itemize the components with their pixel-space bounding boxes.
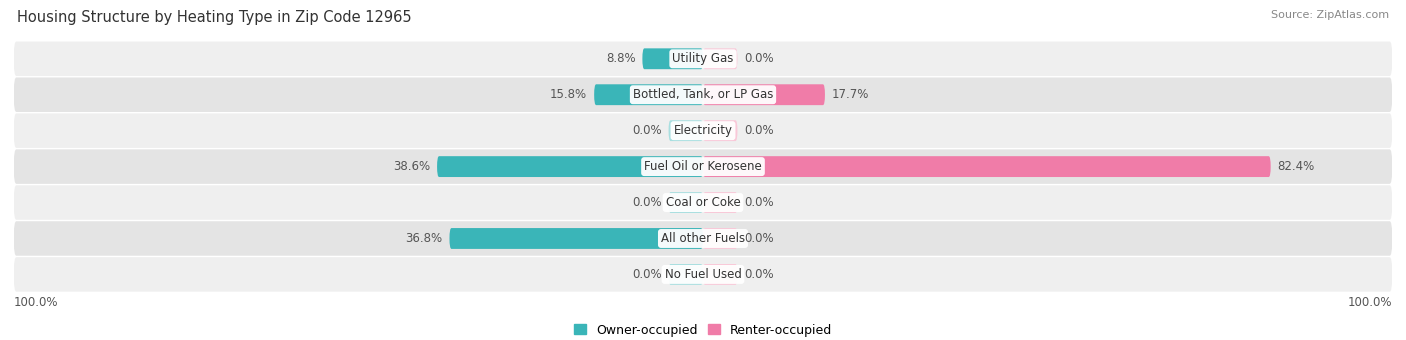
Text: 0.0%: 0.0% — [744, 124, 773, 137]
FancyBboxPatch shape — [669, 120, 703, 141]
Text: All other Fuels: All other Fuels — [661, 232, 745, 245]
FancyBboxPatch shape — [643, 48, 703, 69]
FancyBboxPatch shape — [14, 257, 1392, 292]
Text: 36.8%: 36.8% — [405, 232, 443, 245]
Text: 17.7%: 17.7% — [832, 88, 869, 101]
Text: Coal or Coke: Coal or Coke — [665, 196, 741, 209]
FancyBboxPatch shape — [437, 156, 703, 177]
FancyBboxPatch shape — [14, 221, 1392, 256]
Text: Source: ZipAtlas.com: Source: ZipAtlas.com — [1271, 10, 1389, 20]
Text: 38.6%: 38.6% — [394, 160, 430, 173]
FancyBboxPatch shape — [669, 192, 703, 213]
Text: Bottled, Tank, or LP Gas: Bottled, Tank, or LP Gas — [633, 88, 773, 101]
FancyBboxPatch shape — [703, 192, 738, 213]
Text: 100.0%: 100.0% — [14, 296, 59, 309]
Legend: Owner-occupied, Renter-occupied: Owner-occupied, Renter-occupied — [568, 319, 838, 340]
FancyBboxPatch shape — [703, 156, 1271, 177]
FancyBboxPatch shape — [703, 48, 738, 69]
Text: 0.0%: 0.0% — [744, 268, 773, 281]
Text: 100.0%: 100.0% — [1347, 296, 1392, 309]
FancyBboxPatch shape — [14, 41, 1392, 76]
Text: 82.4%: 82.4% — [1278, 160, 1315, 173]
Text: Electricity: Electricity — [673, 124, 733, 137]
FancyBboxPatch shape — [703, 120, 738, 141]
Text: 0.0%: 0.0% — [744, 232, 773, 245]
Text: 0.0%: 0.0% — [744, 52, 773, 65]
Text: Housing Structure by Heating Type in Zip Code 12965: Housing Structure by Heating Type in Zip… — [17, 10, 412, 25]
FancyBboxPatch shape — [450, 228, 703, 249]
FancyBboxPatch shape — [703, 228, 738, 249]
Text: 15.8%: 15.8% — [550, 88, 588, 101]
Text: 0.0%: 0.0% — [633, 124, 662, 137]
Text: Utility Gas: Utility Gas — [672, 52, 734, 65]
FancyBboxPatch shape — [595, 84, 703, 105]
FancyBboxPatch shape — [14, 114, 1392, 148]
Text: No Fuel Used: No Fuel Used — [665, 268, 741, 281]
FancyBboxPatch shape — [703, 84, 825, 105]
Text: 8.8%: 8.8% — [606, 52, 636, 65]
Text: 0.0%: 0.0% — [744, 196, 773, 209]
FancyBboxPatch shape — [14, 149, 1392, 184]
FancyBboxPatch shape — [669, 264, 703, 285]
Text: Fuel Oil or Kerosene: Fuel Oil or Kerosene — [644, 160, 762, 173]
Text: 0.0%: 0.0% — [633, 268, 662, 281]
FancyBboxPatch shape — [703, 264, 738, 285]
FancyBboxPatch shape — [14, 78, 1392, 112]
FancyBboxPatch shape — [14, 185, 1392, 220]
Text: 0.0%: 0.0% — [633, 196, 662, 209]
